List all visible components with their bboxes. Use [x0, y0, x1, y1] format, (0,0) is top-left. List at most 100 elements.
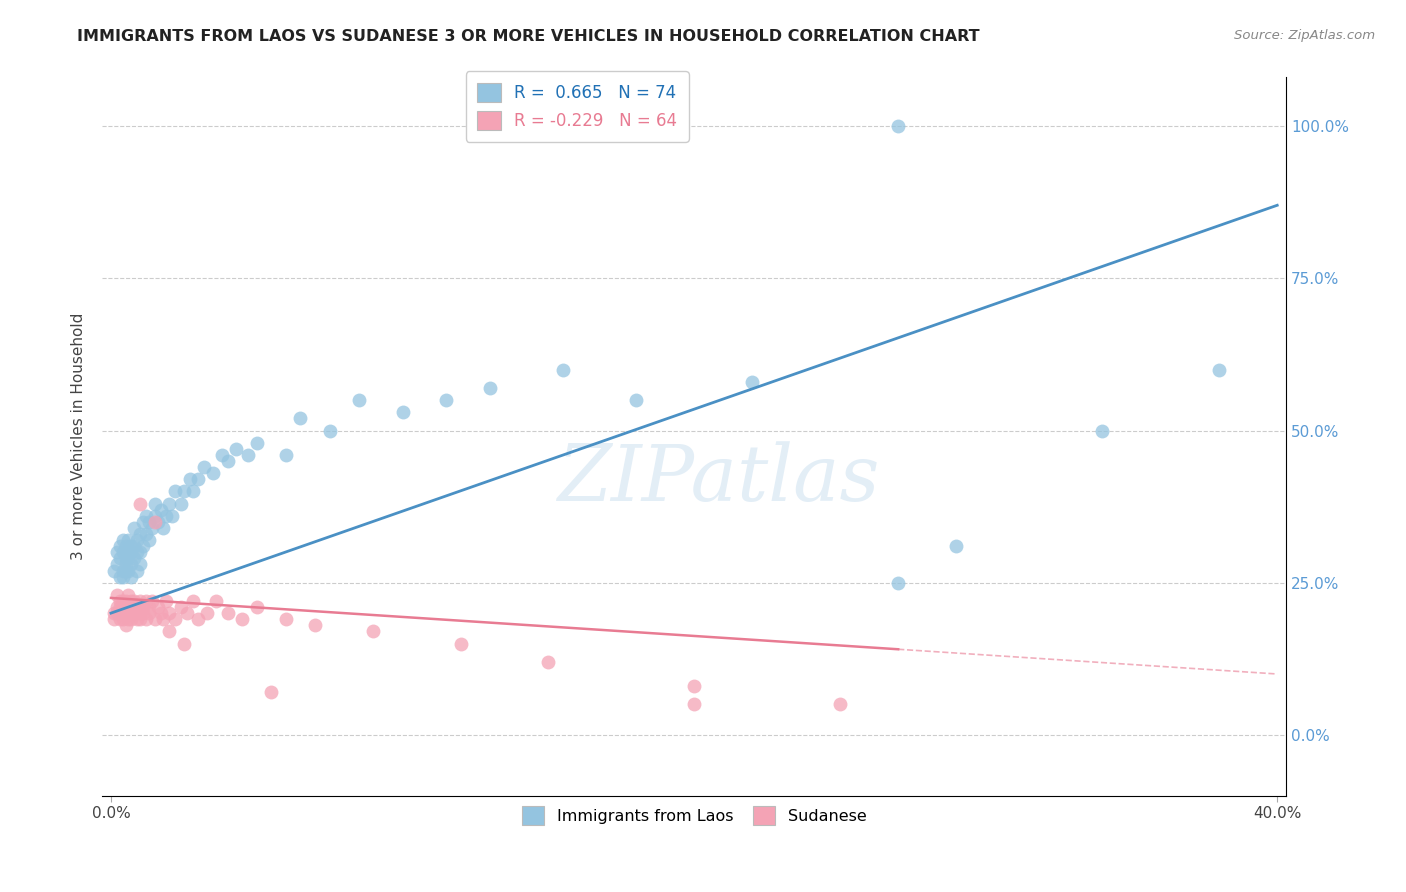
- Point: [181, 484, 204, 499]
- Point: [111, 569, 134, 583]
- Point: [211, 448, 233, 462]
- Point: [217, 606, 239, 620]
- Point: [1208, 362, 1230, 376]
- Point: [318, 424, 340, 438]
- Point: [120, 594, 142, 608]
- Point: [120, 569, 142, 583]
- Point: [117, 533, 139, 547]
- Point: [683, 679, 706, 693]
- Point: [105, 606, 128, 620]
- Point: [105, 558, 128, 572]
- Point: [347, 393, 370, 408]
- Point: [135, 594, 157, 608]
- Point: [143, 612, 166, 626]
- Point: [120, 612, 142, 626]
- Point: [141, 594, 163, 608]
- Point: [205, 594, 228, 608]
- Point: [165, 484, 187, 499]
- Point: [450, 636, 472, 650]
- Point: [217, 454, 239, 468]
- Point: [127, 533, 149, 547]
- Point: [108, 612, 131, 626]
- Point: [391, 405, 413, 419]
- Point: [108, 594, 131, 608]
- Point: [157, 497, 180, 511]
- Point: [105, 588, 128, 602]
- Point: [138, 533, 160, 547]
- Point: [120, 606, 142, 620]
- Point: [127, 600, 149, 615]
- Text: IMMIGRANTS FROM LAOS VS SUDANESE 3 OR MORE VEHICLES IN HOUSEHOLD CORRELATION CHA: IMMIGRANTS FROM LAOS VS SUDANESE 3 OR MO…: [77, 29, 980, 44]
- Point: [108, 606, 131, 620]
- Point: [945, 539, 967, 553]
- Point: [155, 508, 177, 523]
- Y-axis label: 3 or more Vehicles in Household: 3 or more Vehicles in Household: [72, 313, 86, 560]
- Point: [173, 484, 195, 499]
- Point: [129, 558, 152, 572]
- Point: [304, 618, 326, 632]
- Point: [114, 600, 136, 615]
- Point: [236, 448, 259, 462]
- Point: [141, 521, 163, 535]
- Point: [129, 545, 152, 559]
- Point: [127, 564, 149, 578]
- Point: [132, 606, 155, 620]
- Point: [1091, 424, 1114, 438]
- Point: [108, 600, 131, 615]
- Point: [132, 539, 155, 553]
- Point: [741, 375, 763, 389]
- Point: [135, 612, 157, 626]
- Point: [195, 606, 218, 620]
- Point: [624, 393, 647, 408]
- Point: [114, 558, 136, 572]
- Point: [111, 545, 134, 559]
- Point: [129, 497, 152, 511]
- Point: [173, 636, 195, 650]
- Point: [138, 600, 160, 615]
- Point: [179, 472, 201, 486]
- Point: [129, 527, 152, 541]
- Point: [157, 606, 180, 620]
- Point: [479, 381, 502, 395]
- Point: [111, 564, 134, 578]
- Point: [537, 655, 560, 669]
- Point: [124, 521, 146, 535]
- Point: [155, 594, 177, 608]
- Point: [124, 594, 146, 608]
- Point: [124, 600, 146, 615]
- Point: [274, 448, 297, 462]
- Point: [127, 612, 149, 626]
- Point: [152, 521, 174, 535]
- Point: [152, 612, 174, 626]
- Point: [127, 545, 149, 559]
- Point: [170, 497, 193, 511]
- Point: [124, 539, 146, 553]
- Point: [363, 624, 385, 639]
- Point: [132, 600, 155, 615]
- Point: [135, 527, 157, 541]
- Point: [201, 466, 224, 480]
- Point: [114, 618, 136, 632]
- Point: [114, 551, 136, 566]
- Point: [120, 558, 142, 572]
- Point: [187, 472, 209, 486]
- Point: [231, 612, 253, 626]
- Point: [111, 600, 134, 615]
- Point: [129, 594, 152, 608]
- Point: [181, 594, 204, 608]
- Point: [887, 119, 910, 133]
- Point: [170, 600, 193, 615]
- Point: [114, 545, 136, 559]
- Point: [146, 515, 169, 529]
- Point: [176, 606, 198, 620]
- Point: [111, 612, 134, 626]
- Text: ZIPatlas: ZIPatlas: [557, 442, 879, 518]
- Point: [246, 600, 269, 615]
- Point: [108, 551, 131, 566]
- Point: [290, 411, 312, 425]
- Point: [117, 551, 139, 566]
- Point: [160, 508, 183, 523]
- Point: [138, 515, 160, 529]
- Point: [111, 594, 134, 608]
- Point: [225, 442, 247, 456]
